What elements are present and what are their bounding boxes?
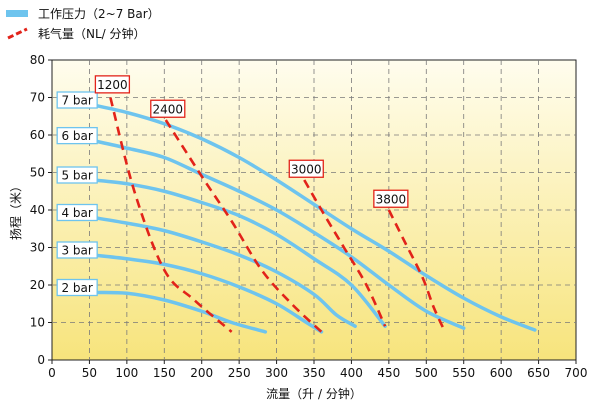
series (91, 97, 537, 334)
x-axis-title: 流量（升 / 分钟） (266, 386, 362, 401)
data-labels: 2 bar 3 bar 4 bar 5 bar 6 bar 7 bar 1200 2400 30… (56, 75, 409, 297)
x-tick-label: 0 (48, 366, 56, 380)
pressure-label-box (56, 241, 98, 259)
y-tick-label: 50 (30, 166, 45, 180)
pressure-label: 7 bar (61, 94, 92, 108)
consumption-label: 3000 (291, 162, 322, 176)
consumption-label-box (288, 159, 324, 178)
y-tick-label: 20 (30, 278, 45, 292)
x-tick-label: 450 (377, 366, 400, 380)
pressure-label: 4 bar (61, 206, 92, 220)
x-tick-label: 500 (415, 366, 438, 380)
axes: 0 50 100 150 200 250 300 350 400 450 500 550 600 650 7… (8, 53, 587, 401)
y-tick-label: 80 (30, 53, 45, 67)
pressure-label-box (56, 166, 98, 184)
pressure-line-2-bar (91, 290, 268, 334)
x-tick-label: 550 (452, 366, 475, 380)
y-tick-label: 60 (30, 128, 45, 142)
x-tick-label: 600 (490, 366, 513, 380)
x-tick-label: 150 (153, 366, 176, 380)
x-tick-label: 400 (340, 366, 363, 380)
x-tick-label: 200 (190, 366, 213, 380)
legend-label: 工作压力（2~7 Bar） (38, 7, 160, 21)
legend-label: 耗气量（NL/ 分钟） (38, 26, 146, 41)
x-tick-label: 650 (527, 366, 550, 380)
consumption-line-2400 (164, 119, 323, 333)
y-tick-label: 10 (30, 316, 45, 330)
x-tick-label: 100 (115, 366, 138, 380)
legend-swatch-dashed (7, 27, 28, 40)
pressure-line-4-bar (91, 215, 357, 328)
y-tick-label: 0 (37, 353, 45, 367)
legend: 工作压力（2~7 Bar） 耗气量（NL/ 分钟） (6, 7, 160, 41)
consumption-label: 2400 (153, 102, 184, 116)
x-tick-label: 350 (303, 366, 326, 380)
consumption-label: 3800 (376, 192, 407, 206)
pressure-label: 5 bar (61, 169, 92, 183)
x-tick-label: 300 (265, 366, 288, 380)
consumption-label-box (150, 99, 186, 118)
pressure-line-6-bar (91, 138, 466, 330)
x-tick-label: 50 (82, 366, 97, 380)
pressure-line-3-bar (91, 253, 324, 334)
consumption-label-box (373, 189, 409, 208)
consumption-line-3800 (387, 209, 447, 333)
pressure-label: 2 bar (61, 281, 92, 295)
legend-swatch-solid (6, 10, 28, 17)
pressure-label-box (56, 278, 98, 297)
consumption-label: 1200 (97, 78, 128, 92)
y-tick-label: 70 (30, 91, 45, 105)
x-tick-label: 700 (565, 366, 588, 380)
consumption-line-3000 (303, 179, 387, 327)
pressure-label-box (56, 91, 98, 109)
pressure-label: 3 bar (61, 244, 92, 258)
y-tick-label: 30 (30, 241, 45, 255)
y-tick-label: 40 (30, 203, 45, 217)
consumption-label-box (94, 75, 131, 94)
pressure-label-box (56, 203, 98, 222)
x-tick-label: 250 (228, 366, 251, 380)
pressure-label-box (56, 126, 98, 145)
pressure-line-5-bar (91, 178, 387, 328)
pressure-line-7-bar (91, 103, 537, 332)
pressure-label: 6 bar (61, 129, 92, 143)
y-axis-title: 扬程（米） (8, 180, 23, 240)
